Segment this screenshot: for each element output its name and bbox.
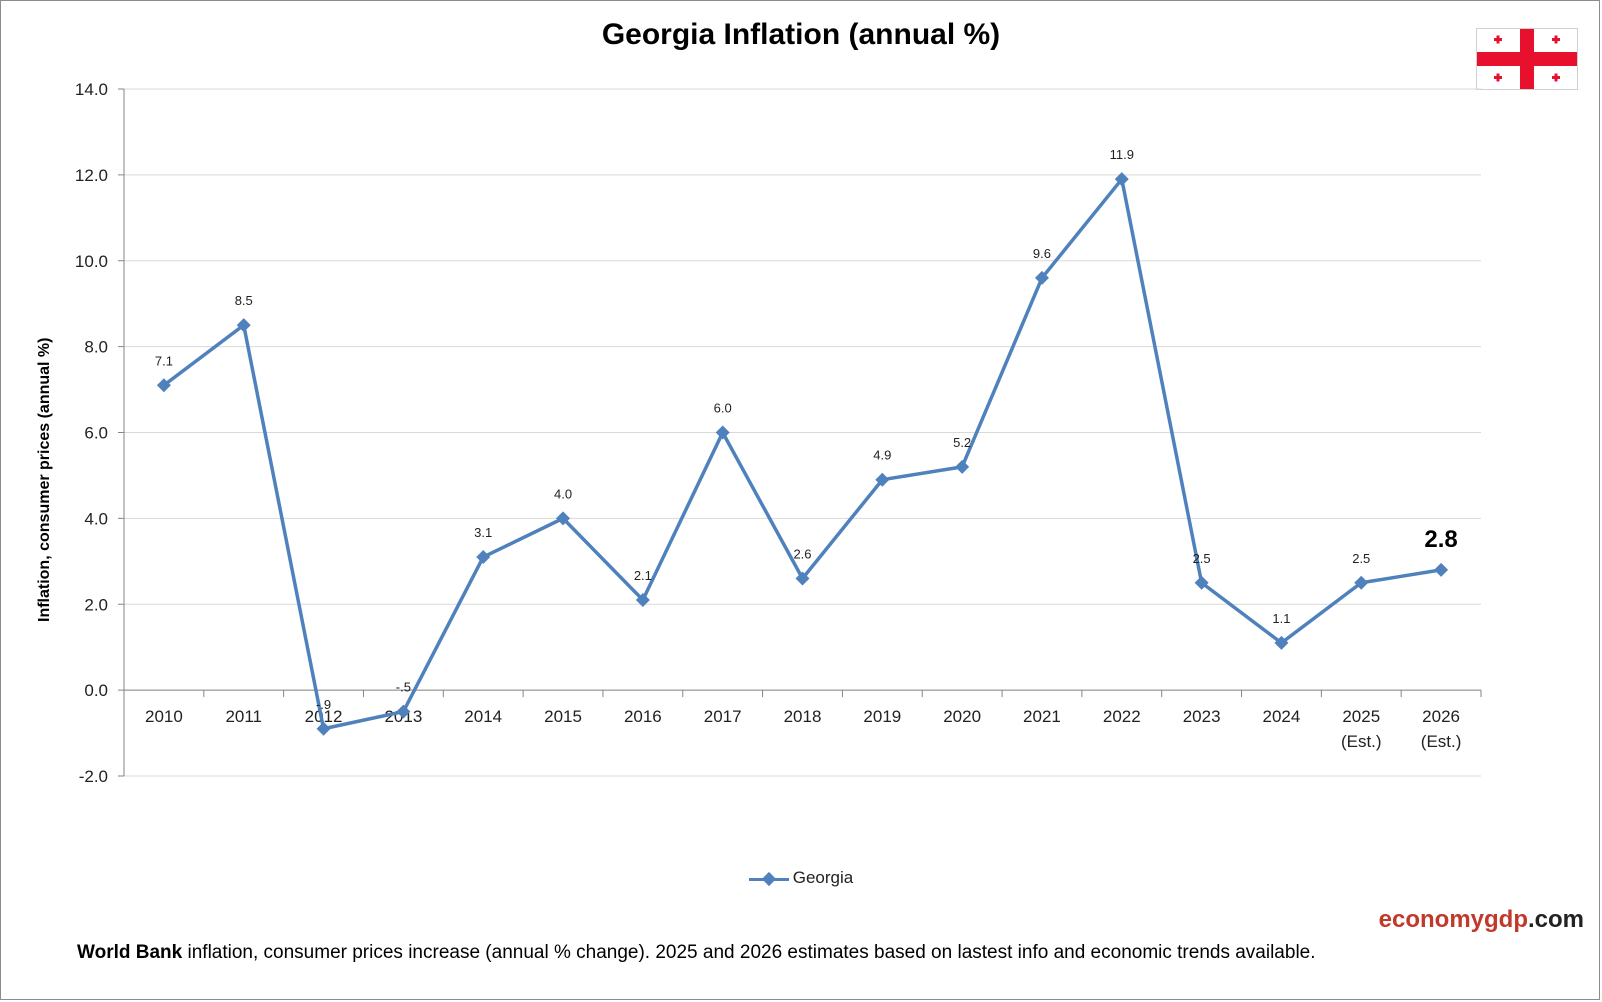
data-point-marker (715, 425, 730, 440)
data-point-marker (1274, 635, 1289, 650)
data-label: 2.1 (634, 568, 652, 583)
data-point-marker (1354, 575, 1369, 590)
data-point-marker (1114, 172, 1129, 187)
data-label: 9.6 (1033, 246, 1051, 261)
data-label: 11.9 (1110, 147, 1134, 162)
axes (118, 88, 1482, 777)
x-tick-label: 2012 (305, 707, 343, 726)
data-point-marker (236, 318, 251, 333)
data-label: 7.1 (155, 353, 173, 368)
y-tick-label: 8.0 (84, 338, 108, 357)
data-point-marker (875, 472, 890, 487)
y-tick-label: 0.0 (84, 681, 108, 700)
legend-label: Georgia (792, 868, 854, 887)
data-point-marker (396, 704, 411, 719)
x-tick-label: 2022 (1103, 707, 1141, 726)
data-point-marker (156, 378, 171, 393)
data-label: 2.6 (793, 546, 811, 561)
x-tick-label: 2016 (624, 707, 662, 726)
x-tick-label: 2017 (704, 707, 742, 726)
y-tick-label: -2.0 (79, 767, 108, 786)
x-tick-label: 2019 (863, 707, 901, 726)
y-tick-label: 4.0 (84, 509, 108, 528)
data-label: -.9 (316, 697, 331, 712)
data-label: 3.1 (474, 525, 492, 540)
x-tick-label: 2020 (943, 707, 981, 726)
data-label: 6.0 (714, 401, 732, 416)
data-point-marker (476, 550, 491, 565)
data-point-marker (556, 511, 571, 526)
brand-logo: economygdp.com (1379, 906, 1584, 934)
legend-marker-icon (748, 871, 789, 886)
chart-title: Georgia Inflation (annual %) (601, 18, 1001, 51)
x-tick-label: 2014 (464, 707, 502, 726)
y-tick-label: 14.0 (75, 80, 108, 99)
x-tick-labels: 2010201120122013201420152016201720182019… (145, 707, 1461, 751)
data-point-marker (1194, 575, 1209, 590)
data-point-marker (955, 459, 970, 474)
x-tick-label: 2023 (1183, 707, 1221, 726)
data-label: 5.2 (953, 435, 971, 450)
x-tick-label: 2015 (544, 707, 582, 726)
series-georgia (156, 172, 1449, 736)
data-point-marker (316, 721, 331, 736)
data-label: 8.5 (235, 293, 253, 308)
data-label: 2.5 (1352, 551, 1370, 566)
y-tick-label: 12.0 (75, 166, 108, 185)
x-tick-label: 2021 (1023, 707, 1061, 726)
data-point-marker (1434, 562, 1449, 577)
x-tick-label: (Est.) (1341, 732, 1382, 751)
georgia-flag-icon (1476, 28, 1578, 90)
data-label: 1.1 (1272, 611, 1290, 626)
data-label: 4.0 (554, 486, 572, 501)
brand-domain: .com (1527, 906, 1584, 933)
x-tick-label: 2026 (1422, 707, 1460, 726)
gridlines (124, 88, 1481, 777)
series-line-georgia (162, 177, 1442, 731)
x-tick-label: 2024 (1263, 707, 1301, 726)
data-label: 2.5 (1193, 551, 1211, 566)
data-label: -.5 (396, 680, 411, 695)
x-tick-label: (Est.) (1421, 732, 1462, 751)
data-label: 2.8 (1424, 526, 1457, 553)
source-footnote: World Bank inflation, consumer prices in… (77, 942, 1316, 964)
y-tick-label: 6.0 (84, 424, 108, 443)
legend: Georgia (0, 868, 1602, 888)
y-tick-label: 10.0 (75, 252, 108, 271)
brand-name: economygdp (1378, 906, 1528, 933)
data-point-marker (635, 592, 650, 607)
footnote-source: World Bank (77, 942, 183, 963)
footnote-text: inflation, consumer prices increase (ann… (182, 942, 1316, 963)
y-tick-labels: -2.0 0.0 2.0 4.0 6.0 8.0 10.0 12.0 14.0 (75, 80, 108, 786)
y-tick-label: 2.0 (84, 595, 108, 614)
data-label: 4.9 (873, 448, 891, 463)
x-tick-label: 2010 (145, 707, 183, 726)
x-tick-label: 2018 (784, 707, 822, 726)
data-point-marker (1034, 270, 1049, 285)
x-tick-label: 2011 (225, 707, 262, 726)
x-tick-label: 2025 (1342, 707, 1380, 726)
data-point-marker (795, 571, 810, 586)
data-labels: 7.1 8.5 -.9 -.5 3.1 4.0 2.1 6.0 2.6 4.9 5.2 9.6 11.9… (155, 147, 1458, 712)
